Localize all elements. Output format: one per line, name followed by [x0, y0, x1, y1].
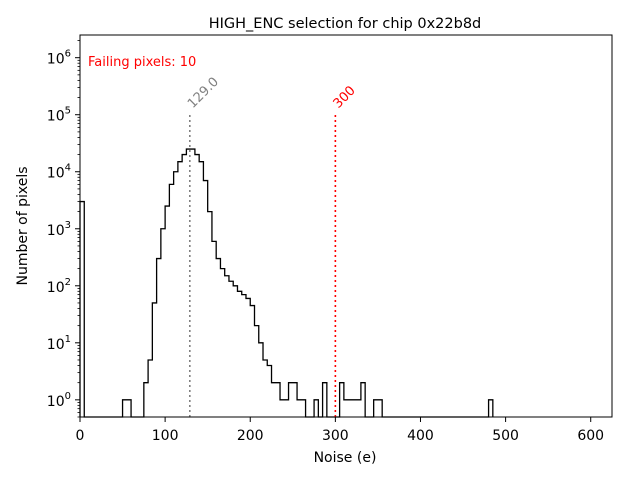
- x-tick-label: 600: [577, 428, 604, 444]
- x-tick-label: 400: [407, 428, 434, 444]
- chart-title: HIGH_ENC selection for chip 0x22b8d: [209, 16, 482, 32]
- y-tick-label: 100: [47, 391, 71, 410]
- y-tick-label: 106: [47, 49, 71, 68]
- plot-frame: [79, 34, 613, 418]
- x-tick-label: 300: [322, 428, 349, 444]
- y-tick-label: 101: [47, 334, 71, 353]
- y-tick-label: 104: [47, 163, 71, 182]
- x-tick-label: 100: [152, 428, 179, 444]
- x-tick-label: 500: [492, 428, 519, 444]
- x-tick-label: 200: [237, 428, 264, 444]
- y-axis-label: Number of pixels: [15, 166, 31, 285]
- x-tick-label: 0: [76, 428, 85, 444]
- axis-ticks: 0 100 200 300 400 500 600 100 101 102 103 104 105 106: [47, 40, 604, 444]
- y-tick-label: 105: [47, 106, 71, 125]
- failing-pixels-label: Failing pixels: 10: [88, 55, 196, 70]
- x-axis-label: Noise (e): [314, 450, 377, 466]
- y-tick-label: 103: [47, 220, 71, 239]
- y-tick-label: 102: [47, 277, 71, 296]
